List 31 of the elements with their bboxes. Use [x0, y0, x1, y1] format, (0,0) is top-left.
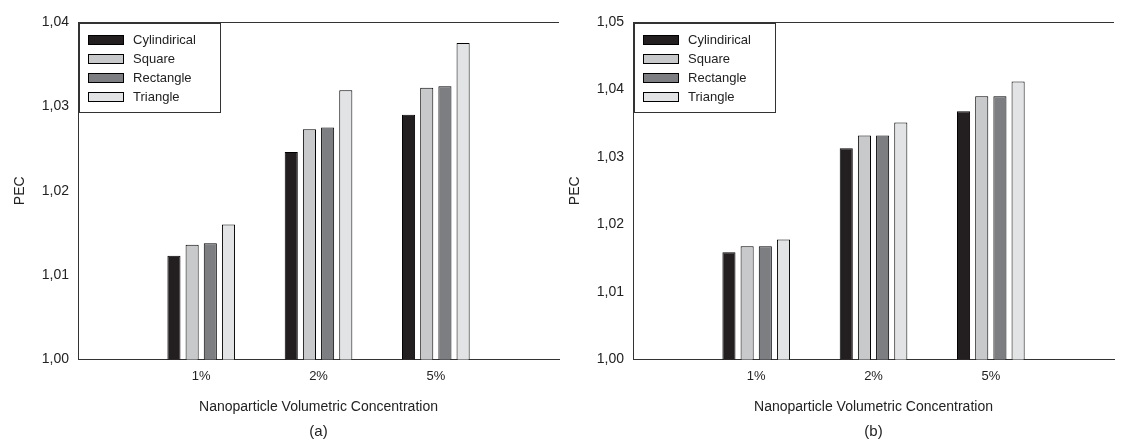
y-tick-label: 1,02 — [41, 181, 70, 198]
y-tick-label: 1,00 — [596, 350, 625, 367]
y-tick-label: 1,01 — [41, 266, 70, 283]
legend-label: Rectangle — [133, 70, 192, 85]
y-tick-label: 1,05 — [596, 12, 625, 29]
legend-label: Square — [133, 51, 175, 66]
x-tick-label: 5% — [426, 367, 446, 383]
y-tick-label: 1,00 — [41, 350, 70, 367]
legend-label: Cylindirical — [133, 32, 196, 47]
y-tick-label: 1,04 — [596, 80, 625, 97]
x-tick-label: 5% — [981, 367, 1001, 383]
legend-label: Rectangle — [688, 70, 747, 85]
x-tick-label: 2% — [309, 367, 329, 383]
legend-label: Square — [688, 51, 730, 66]
x-tick-label: 2% — [864, 367, 884, 383]
legend-label: Triangle — [688, 89, 735, 104]
x-tick-label: 1% — [746, 367, 767, 383]
y-tick-label: 1,03 — [41, 97, 70, 114]
legend-label: Cylindirical — [688, 32, 751, 47]
x-axis-title: Nanoparticle Volumetric Concentration — [754, 398, 993, 415]
y-tick-label: 1,03 — [596, 147, 625, 164]
y-axis-title: PEC — [566, 176, 583, 206]
y-tick-label: 1,01 — [596, 282, 625, 299]
y-tick-label: 1,02 — [596, 215, 625, 232]
y-axis-title: PEC — [11, 176, 28, 206]
x-axis-title: Nanoparticle Volumetric Concentration — [199, 398, 438, 415]
text: (b) — [863, 422, 884, 439]
legend-label: Triangle — [133, 89, 180, 104]
text: (a) — [308, 422, 329, 439]
x-tick-label: 1% — [191, 367, 212, 383]
y-tick-label: 1,04 — [41, 12, 70, 29]
